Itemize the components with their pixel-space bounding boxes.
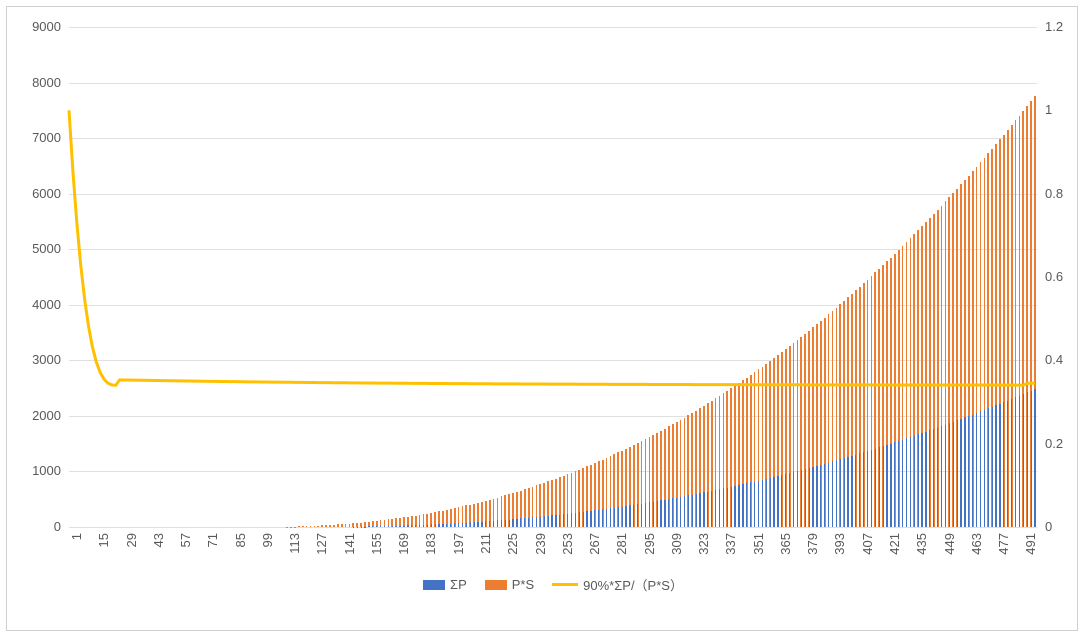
legend: ΣP P*S 90%*ΣP/（P*S） — [69, 575, 1037, 594]
x-tick: 183 — [423, 533, 438, 563]
x-tick: 337 — [723, 533, 738, 563]
plot-area — [69, 27, 1037, 527]
y-left-tick: 9000 — [7, 19, 61, 34]
x-tick: 351 — [751, 533, 766, 563]
y-left-tick: 5000 — [7, 241, 61, 256]
x-tick: 379 — [805, 533, 820, 563]
y-right-tick: 0.4 — [1045, 352, 1063, 367]
x-tick: 267 — [587, 533, 602, 563]
x-tick: 127 — [314, 533, 329, 563]
x-tick: 393 — [832, 533, 847, 563]
x-tick: 449 — [942, 533, 957, 563]
y-left-tick: 0 — [7, 519, 61, 534]
x-tick: 365 — [778, 533, 793, 563]
x-tick: 253 — [560, 533, 575, 563]
legend-item: ΣP — [423, 577, 467, 592]
x-tick: 15 — [96, 533, 111, 563]
x-tick: 169 — [396, 533, 411, 563]
legend-line-swatch — [552, 583, 578, 586]
legend-label: ΣP — [450, 577, 467, 592]
y-left-tick: 8000 — [7, 75, 61, 90]
x-tick: 29 — [124, 533, 139, 563]
x-tick: 43 — [151, 533, 166, 563]
x-tick: 99 — [260, 533, 275, 563]
x-tick: 463 — [969, 533, 984, 563]
x-tick: 407 — [860, 533, 875, 563]
x-tick: 197 — [451, 533, 466, 563]
x-tick: 155 — [369, 533, 384, 563]
gridline — [69, 527, 1037, 528]
legend-label: 90%*ΣP/（P*S） — [583, 575, 683, 594]
y-right-tick: 0.6 — [1045, 269, 1063, 284]
y-left-tick: 1000 — [7, 463, 61, 478]
x-tick: 211 — [478, 533, 493, 563]
y-right-tick: 0.2 — [1045, 436, 1063, 451]
x-tick: 113 — [287, 533, 302, 563]
x-tick: 85 — [233, 533, 248, 563]
legend-item: P*S — [485, 577, 534, 592]
y-right-tick: 1 — [1045, 102, 1052, 117]
y-right-tick: 1.2 — [1045, 19, 1063, 34]
legend-label: P*S — [512, 577, 534, 592]
legend-bar-swatch — [485, 580, 507, 590]
x-tick: 435 — [914, 533, 929, 563]
x-tick: 71 — [205, 533, 220, 563]
y-left-tick: 7000 — [7, 130, 61, 145]
x-tick: 421 — [887, 533, 902, 563]
x-tick: 295 — [642, 533, 657, 563]
y-left-tick: 2000 — [7, 408, 61, 423]
x-tick: 309 — [669, 533, 684, 563]
x-tick: 141 — [342, 533, 357, 563]
x-tick: 239 — [533, 533, 548, 563]
x-tick: 477 — [996, 533, 1011, 563]
chart-frame: 0 1000 2000 3000 4000 5000 6000 7000 8000 9000 0 0… — [6, 6, 1078, 631]
legend-bar-swatch — [423, 580, 445, 590]
y-right-tick: 0.8 — [1045, 186, 1063, 201]
x-tick: 225 — [505, 533, 520, 563]
x-tick: 281 — [614, 533, 629, 563]
x-tick: 491 — [1023, 533, 1038, 563]
y-right-tick: 0 — [1045, 519, 1052, 534]
y-left-tick: 4000 — [7, 297, 61, 312]
legend-item: 90%*ΣP/（P*S） — [552, 575, 683, 594]
x-tick: 1 — [69, 533, 84, 563]
y-left-tick: 6000 — [7, 186, 61, 201]
y-left-tick: 3000 — [7, 352, 61, 367]
x-tick: 57 — [178, 533, 193, 563]
x-tick: 323 — [696, 533, 711, 563]
line-yellow — [69, 27, 1037, 527]
